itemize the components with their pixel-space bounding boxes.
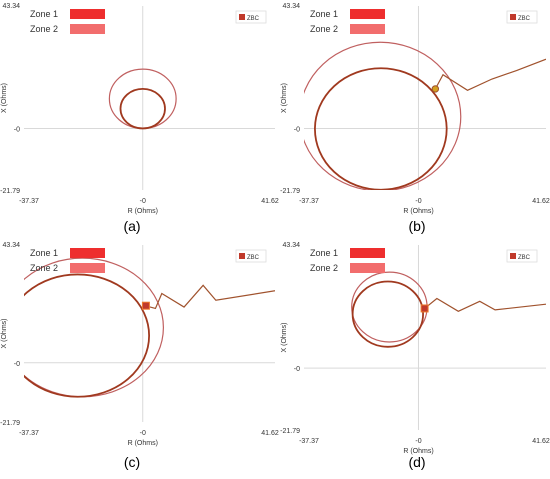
zone1-circle: [351, 280, 424, 348]
y-tick-label: -21.79: [280, 428, 300, 435]
x-tick-label: -37.37: [19, 430, 39, 437]
y-tick-label: -21.79: [0, 420, 20, 427]
legend-zone2-swatch: [70, 24, 105, 34]
legend-zbc-swatch: [239, 253, 245, 259]
zone2-circle: [351, 271, 428, 343]
panel-caption: (b): [408, 218, 425, 234]
x-tick-label: -0: [140, 198, 146, 205]
zbc-point: [431, 85, 440, 93]
legend-zone1-swatch: [70, 248, 105, 258]
zbc-point: [420, 304, 429, 313]
legend-zbc-swatch: [239, 14, 245, 20]
x-tick-label: -37.37: [19, 198, 39, 205]
x-tick-label: 41.62: [532, 198, 550, 205]
legend-zone2-label: Zone 2: [310, 24, 338, 34]
chart-panel: -37.37 -0 41.62 43.34 -0 -21.79 R (Ohms) X (Ohm…: [0, 242, 279, 470]
chart-panel: -37.37 -0 41.62 43.34 -0 -21.79 R (Ohms) X (Ohm…: [0, 3, 279, 234]
impedance-trajectory: [144, 284, 275, 310]
legend-zone1-label: Zone 1: [30, 248, 58, 258]
zone1-circle: [314, 67, 448, 190]
legend-zbc-label: ZBC: [247, 255, 260, 261]
x-axis-title: R (Ohms): [403, 208, 433, 215]
plot-area: [351, 271, 546, 348]
zone1-circle: [24, 273, 150, 398]
y-tick-label: 43.34: [282, 3, 300, 10]
y-axis-title: X (Ohms): [1, 83, 8, 113]
legend-zone1-swatch: [350, 9, 385, 19]
zbc-point: [141, 301, 150, 310]
impedance-trajectory: [434, 58, 546, 91]
x-tick-label: 41.62: [261, 430, 279, 437]
legend-zone1-label: Zone 1: [30, 9, 58, 19]
y-tick-label: -0: [14, 126, 20, 133]
legend-zone2-label: Zone 2: [30, 263, 58, 273]
legend-zbc-label: ZBC: [247, 16, 260, 22]
legend-zbc-swatch: [510, 14, 516, 20]
y-tick-label: -21.79: [0, 188, 20, 195]
y-tick-label: 43.34: [2, 242, 20, 249]
legend-zone1-label: Zone 1: [310, 9, 338, 19]
y-tick-label: 43.34: [282, 242, 300, 249]
x-tick-label: 41.62: [532, 438, 550, 445]
legend-zone2-label: Zone 2: [30, 24, 58, 34]
y-tick-label: -21.79: [280, 188, 300, 195]
x-tick-label: -0: [415, 438, 421, 445]
legend-zbc-swatch: [510, 253, 516, 259]
zone2-circle: [304, 41, 462, 190]
x-axis-title: R (Ohms): [128, 208, 158, 215]
panel-caption: (a): [123, 218, 140, 234]
plot-area: [304, 41, 546, 190]
y-axis-title: X (Ohms): [281, 323, 288, 353]
legend-zone1-swatch: [350, 248, 385, 258]
legend-zone1-swatch: [70, 9, 105, 19]
x-axis-title: R (Ohms): [128, 440, 158, 447]
y-tick-label: 43.34: [2, 3, 20, 10]
legend-zone1-label: Zone 1: [310, 248, 338, 258]
legend-zone2-swatch: [350, 24, 385, 34]
plot-area: [108, 68, 177, 130]
impedance-trajectory: [424, 297, 546, 312]
x-axis-title: R (Ohms): [403, 448, 433, 455]
x-tick-label: -0: [415, 198, 421, 205]
zone1-circle: [119, 87, 166, 130]
chart-panel: -37.37 -0 41.62 43.34 -0 -21.79 R (Ohms) X (Ohm…: [280, 242, 550, 470]
legend-zone2-swatch: [350, 263, 385, 273]
y-axis-title: X (Ohms): [1, 319, 8, 349]
y-axis-title: X (Ohms): [281, 83, 288, 113]
legend-zbc-label: ZBC: [518, 16, 531, 22]
zone2-circle: [24, 257, 164, 398]
panel-caption: (c): [124, 454, 140, 470]
legend-zbc-label: ZBC: [518, 255, 531, 261]
x-tick-label: 41.62: [261, 198, 279, 205]
panel-caption: (d): [408, 454, 425, 470]
legend-zone2-label: Zone 2: [310, 263, 338, 273]
y-tick-label: -0: [294, 126, 300, 133]
legend-zone2-swatch: [70, 263, 105, 273]
plot-area: [24, 257, 275, 398]
x-tick-label: -37.37: [299, 438, 319, 445]
x-tick-label: -37.37: [299, 198, 319, 205]
chart-panel: -37.37 -0 41.62 43.34 -0 -21.79 R (Ohms) X (Ohm…: [280, 3, 550, 234]
y-tick-label: -0: [14, 361, 20, 368]
y-tick-label: -0: [294, 366, 300, 373]
x-tick-label: -0: [140, 430, 146, 437]
